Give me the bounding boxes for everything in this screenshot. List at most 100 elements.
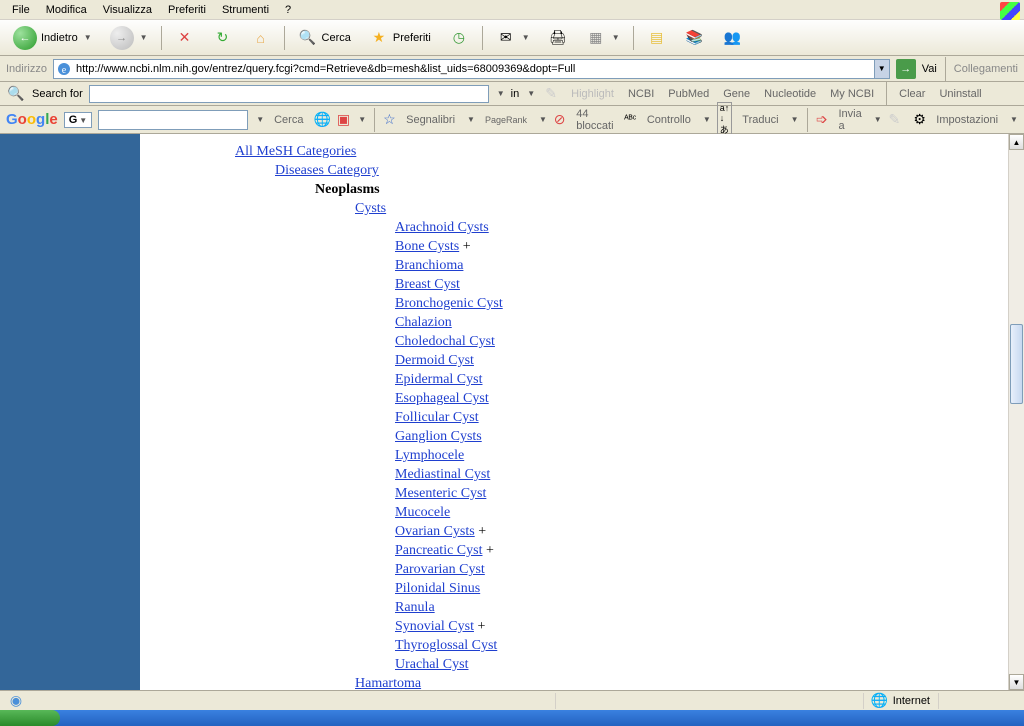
print-icon: 🖨	[548, 28, 568, 48]
forward-button[interactable]: → ▼	[103, 22, 155, 54]
search-input[interactable]	[89, 85, 489, 103]
link-branchioma[interactable]: Branchioma	[395, 258, 463, 273]
favorites-button[interactable]: ★Preferiti	[362, 24, 438, 52]
google-search-type[interactable]: G▼	[64, 112, 92, 128]
link-pilonidal-sinus[interactable]: Pilonidal Sinus	[395, 581, 480, 596]
taskbar[interactable]	[0, 710, 1024, 726]
link-dermoid-cyst[interactable]: Dermoid Cyst	[395, 353, 474, 368]
fav-label: Preferiti	[393, 32, 431, 44]
expand-icon[interactable]: +	[474, 619, 485, 634]
expand-icon[interactable]: +	[482, 543, 493, 558]
link-parovarian-cyst[interactable]: Parovarian Cyst	[395, 562, 485, 577]
back-button[interactable]: ← Indietro ▼	[6, 22, 99, 54]
mail-button[interactable]: ✉▼	[489, 24, 537, 52]
link-chalazion[interactable]: Chalazion	[395, 315, 452, 330]
research-button[interactable]: ▤	[640, 24, 674, 52]
link-epidermal-cyst[interactable]: Epidermal Cyst	[395, 372, 483, 387]
link-mediastinal-cyst[interactable]: Mediastinal Cyst	[395, 467, 490, 482]
link-cysts[interactable]: Cysts	[355, 201, 386, 216]
scroll-up-button[interactable]: ▲	[1009, 134, 1024, 150]
back-arrow-icon: ←	[13, 26, 37, 50]
dropdown-icon[interactable]: ▼	[497, 89, 505, 98]
menu-preferiti[interactable]: Preferiti	[160, 2, 214, 18]
go-label: Vai	[922, 63, 937, 75]
link-gene[interactable]: Gene	[719, 88, 754, 100]
invia-button[interactable]: Invia a	[834, 108, 865, 132]
scroll-down-button[interactable]: ▼	[1009, 674, 1024, 690]
status-bar: ◉ 🌐 Internet	[0, 690, 1024, 710]
link-follicular-cyst[interactable]: Follicular Cyst	[395, 410, 479, 425]
link-ranula[interactable]: Ranula	[395, 600, 435, 615]
link-mesenteric-cyst[interactable]: Mesenteric Cyst	[395, 486, 486, 501]
vertical-scrollbar[interactable]: ▲ ▼	[1008, 134, 1024, 690]
traduci-button[interactable]: Traduci	[738, 114, 782, 126]
segnalibri-button[interactable]: Segnalibri	[402, 114, 459, 126]
link-urachal-cyst[interactable]: Urachal Cyst	[395, 657, 468, 672]
link-diseases[interactable]: Diseases Category	[275, 163, 379, 178]
history-button[interactable]: ◷	[442, 24, 476, 52]
cerca-button[interactable]: Cerca	[270, 114, 307, 126]
go-button[interactable]: →	[896, 59, 916, 79]
news-icon[interactable]: ▣	[337, 110, 350, 130]
link-mucocele[interactable]: Mucocele	[395, 505, 450, 520]
dropdown-icon[interactable]: ▼	[256, 115, 264, 124]
highlight-icon: ✎	[541, 84, 561, 104]
send-icon: ➩	[815, 110, 828, 130]
link-pubmed[interactable]: PubMed	[664, 88, 713, 100]
link-synovial-cyst[interactable]: Synovial Cyst	[395, 619, 474, 634]
web-icon[interactable]: 🌐	[313, 110, 330, 130]
search-toolbar: 🔍 Search for ▼ in ▼ ✎ Highlight NCBI Pub…	[0, 82, 1024, 106]
messenger-button[interactable]: 👥	[716, 24, 750, 52]
pagerank-button[interactable]: PageRank	[481, 115, 531, 125]
dropdown-icon[interactable]: ▼	[527, 89, 535, 98]
discuss-button[interactable]: 📚	[678, 24, 712, 52]
link-choledochal-cyst[interactable]: Choledochal Cyst	[395, 334, 495, 349]
menu-strumenti[interactable]: Strumenti	[214, 2, 277, 18]
menu-modifica[interactable]: Modifica	[38, 2, 95, 18]
link-lymphocele[interactable]: Lymphocele	[395, 448, 464, 463]
link-nucleotide[interactable]: Nucleotide	[760, 88, 820, 100]
link-ncbi[interactable]: NCBI	[624, 88, 658, 100]
link-myncbi[interactable]: My NCBI	[826, 88, 878, 100]
refresh-icon: ↻	[213, 28, 233, 48]
separator	[374, 108, 375, 132]
controllo-button[interactable]: Controllo	[643, 114, 695, 126]
uninstall-button[interactable]: Uninstall	[935, 88, 985, 100]
highlighter-icon[interactable]: ✎	[888, 110, 901, 130]
impostazioni-button[interactable]: Impostazioni	[932, 114, 1002, 126]
link-all-categories[interactable]: All MeSH Categories	[235, 144, 356, 159]
refresh-button[interactable]: ↻	[206, 24, 240, 52]
print-button[interactable]: 🖨	[541, 24, 575, 52]
link-esophageal-cyst[interactable]: Esophageal Cyst	[395, 391, 489, 406]
bloccati-button[interactable]: 44 bloccati	[572, 108, 617, 132]
google-search-input[interactable]	[98, 110, 248, 130]
link-ganglion-cysts[interactable]: Ganglion Cysts	[395, 429, 482, 444]
separator	[886, 82, 887, 106]
address-dropdown[interactable]: ▼	[874, 59, 890, 79]
link-hamartoma[interactable]: Hamartoma	[355, 676, 421, 690]
edit-button[interactable]: ▦▼	[579, 24, 627, 52]
links-label[interactable]: Collegamenti	[954, 63, 1018, 75]
menu-file[interactable]: File	[4, 2, 38, 18]
link-bronchogenic-cyst[interactable]: Bronchogenic Cyst	[395, 296, 503, 311]
start-button[interactable]	[0, 710, 60, 726]
dropdown-icon: ▼	[612, 33, 620, 42]
home-button[interactable]: ⌂	[244, 24, 278, 52]
expand-icon[interactable]: +	[475, 524, 486, 539]
link-thyroglossal-cyst[interactable]: Thyroglossal Cyst	[395, 638, 497, 653]
highlight-button[interactable]: Highlight	[567, 88, 618, 100]
menu-visualizza[interactable]: Visualizza	[95, 2, 160, 18]
search-button[interactable]: 🔍Cerca	[291, 24, 358, 52]
link-pancreatic-cyst[interactable]: Pancreatic Cyst	[395, 543, 482, 558]
link-ovarian-cysts[interactable]: Ovarian Cysts	[395, 524, 475, 539]
link-bone-cysts[interactable]: Bone Cysts	[395, 239, 459, 254]
address-input[interactable]	[53, 59, 885, 79]
stop-button[interactable]: ✕	[168, 24, 202, 52]
clear-button[interactable]: Clear	[895, 88, 929, 100]
expand-icon[interactable]: +	[459, 239, 470, 254]
link-arachnoid-cysts[interactable]: Arachnoid Cysts	[395, 220, 489, 235]
scroll-thumb[interactable]	[1010, 324, 1023, 404]
link-breast-cyst[interactable]: Breast Cyst	[395, 277, 460, 292]
menu-help[interactable]: ?	[277, 2, 299, 18]
content-area: All MeSH Categories Diseases Category Ne…	[0, 134, 1024, 690]
